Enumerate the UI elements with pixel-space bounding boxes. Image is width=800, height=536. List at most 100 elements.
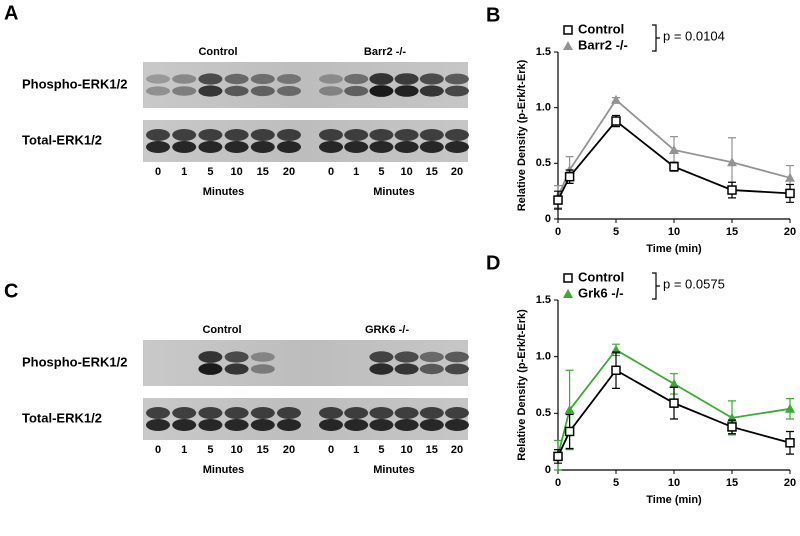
blot-band — [277, 419, 301, 431]
lane-label: 5 — [207, 166, 213, 178]
blot-band — [146, 141, 170, 153]
legend-marker — [563, 273, 573, 283]
blot-band — [172, 74, 197, 84]
lane-label: 15 — [426, 444, 438, 456]
blot-band — [419, 141, 444, 153]
x-tick-label: 5 — [613, 477, 619, 489]
lane-label: 1 — [353, 166, 359, 178]
blot-band — [369, 363, 394, 375]
blot-band — [369, 407, 394, 419]
legend-label: Control — [578, 269, 624, 284]
data-point — [564, 426, 575, 437]
lane-label: 0 — [155, 444, 161, 456]
x-tick-label: 10 — [668, 477, 680, 489]
legend-label: Barr2 -/- — [578, 37, 628, 52]
x-tick-label: 0 — [555, 226, 561, 238]
blot-band — [277, 86, 301, 96]
blot-band — [250, 85, 275, 97]
blot-band — [146, 129, 170, 141]
lane-label: 20 — [283, 166, 295, 178]
lane-label: 1 — [181, 444, 187, 456]
lane-label: 10 — [230, 444, 242, 456]
x-tick-label: 5 — [613, 226, 619, 238]
data-point — [553, 451, 563, 462]
row-label: Phospho-ERK1/2 — [22, 76, 127, 91]
lane-label: 15 — [426, 166, 438, 178]
blot-band — [198, 85, 223, 97]
blot-band — [394, 351, 419, 363]
data-point — [785, 172, 795, 182]
y-tick-label: 1.0 — [536, 102, 551, 114]
blot-band — [198, 363, 223, 375]
lane-label: 10 — [400, 444, 412, 456]
blot-band — [277, 407, 301, 419]
data-point — [669, 144, 679, 154]
x-tick-label: 10 — [668, 226, 680, 238]
blot-band — [445, 73, 469, 85]
blot-band — [394, 363, 419, 375]
data-point — [564, 171, 575, 182]
y-tick-label: 1.5 — [536, 294, 551, 306]
x-axis-title: Time (min) — [646, 494, 702, 506]
annotation: p = 0.0104 — [663, 28, 725, 43]
blot — [143, 62, 468, 108]
blot-band — [394, 129, 419, 141]
lane-label: 10 — [230, 166, 242, 178]
y-tick-label: 0.5 — [536, 407, 551, 419]
data-point — [669, 398, 679, 408]
lane-label: 5 — [378, 166, 384, 178]
legend-marker — [563, 25, 573, 35]
lane-label: 15 — [257, 166, 269, 178]
blot-band — [250, 129, 275, 141]
data-point — [785, 403, 795, 413]
data-point — [669, 161, 679, 172]
blot-band — [394, 419, 419, 431]
bracket — [652, 24, 660, 52]
blot-band — [319, 419, 343, 431]
data-point — [785, 188, 795, 199]
blot-band — [344, 129, 369, 141]
blot-band — [172, 141, 197, 153]
blot-band — [369, 73, 394, 85]
blot-band — [344, 141, 369, 153]
blot-band — [277, 141, 301, 153]
y-tick-label: 0 — [545, 464, 551, 476]
row-label: Total-ERK1/2 — [22, 410, 102, 425]
blot-band — [419, 85, 444, 97]
blot-band — [250, 141, 275, 153]
blot-band — [394, 85, 419, 97]
blot-band — [198, 129, 223, 141]
axis-label: Minutes — [373, 464, 415, 476]
blot-band — [250, 352, 275, 362]
blot-band — [224, 85, 249, 97]
lane-label: 1 — [181, 166, 187, 178]
blot — [143, 340, 468, 386]
blot-band — [344, 85, 369, 97]
legend-label: Control — [578, 21, 624, 36]
lane-label: 20 — [451, 444, 463, 456]
blot-band — [419, 407, 444, 419]
blot-band — [319, 74, 343, 84]
blot-band — [198, 419, 223, 431]
blot-band — [172, 419, 197, 431]
x-tick-label: 20 — [784, 477, 796, 489]
row-label: Total-ERK1/2 — [22, 132, 102, 147]
blot-band — [344, 407, 369, 419]
blot-band — [419, 73, 444, 85]
blot-band — [319, 141, 343, 153]
data-point — [727, 185, 737, 195]
blot-band — [394, 73, 419, 85]
blot-band — [369, 351, 394, 363]
blot-band — [224, 73, 249, 85]
blot-band — [250, 73, 275, 85]
blot-band — [172, 407, 197, 419]
data-point — [669, 378, 679, 388]
blot-band — [394, 141, 419, 153]
data-point — [564, 404, 575, 414]
group-label: Control — [202, 324, 241, 336]
blot-band — [419, 351, 444, 363]
x-tick-label: 15 — [726, 226, 738, 238]
lane-label: 0 — [155, 166, 161, 178]
y-axis-title: Relative Density (p-Erk/t-Erk) — [516, 59, 528, 211]
